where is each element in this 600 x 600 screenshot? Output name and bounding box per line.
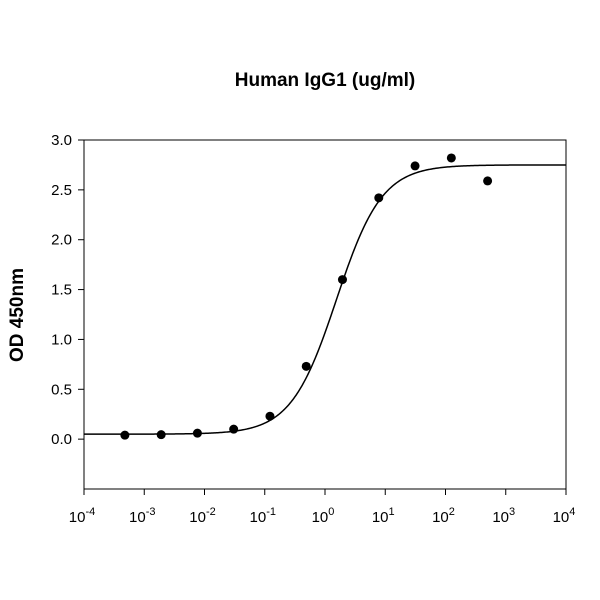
data-point — [374, 193, 384, 203]
data-point — [192, 428, 202, 438]
x-tick-label: 102 — [432, 506, 455, 526]
data-point — [120, 430, 130, 440]
data-point — [446, 153, 456, 163]
y-tick-label: 1.0 — [51, 331, 72, 348]
y-tick-label: 2.5 — [51, 182, 72, 199]
fit-curve — [84, 164, 566, 435]
data-point — [156, 430, 166, 440]
data-point — [410, 161, 420, 171]
x-tick-label: 10-3 — [129, 506, 155, 526]
chart-title: Human IgG1 (ug/ml) — [235, 70, 416, 91]
x-tick-label: 10-4 — [69, 506, 95, 526]
y-tick-label: 3.0 — [51, 132, 72, 149]
y-tick-label: 0.5 — [51, 381, 72, 398]
x-tick-label: 100 — [312, 506, 335, 526]
data-point — [483, 176, 493, 186]
data-point — [301, 361, 311, 371]
x-tick-label: 101 — [372, 506, 395, 526]
data-point — [337, 275, 347, 285]
x-tick-label: 104 — [553, 506, 576, 526]
y-tick-label: 2.0 — [51, 232, 72, 249]
x-tick-label: 10-2 — [189, 506, 215, 526]
data-point — [265, 411, 275, 421]
data-point — [229, 424, 239, 434]
plot-frame — [83, 139, 567, 490]
x-tick-label: 103 — [492, 506, 515, 526]
y-tick-label: 1.5 — [51, 282, 72, 299]
x-tick-label: 10-1 — [250, 506, 276, 526]
y-axis-label: OD 450nm — [7, 268, 28, 362]
y-tick-label: 0.0 — [51, 431, 72, 448]
